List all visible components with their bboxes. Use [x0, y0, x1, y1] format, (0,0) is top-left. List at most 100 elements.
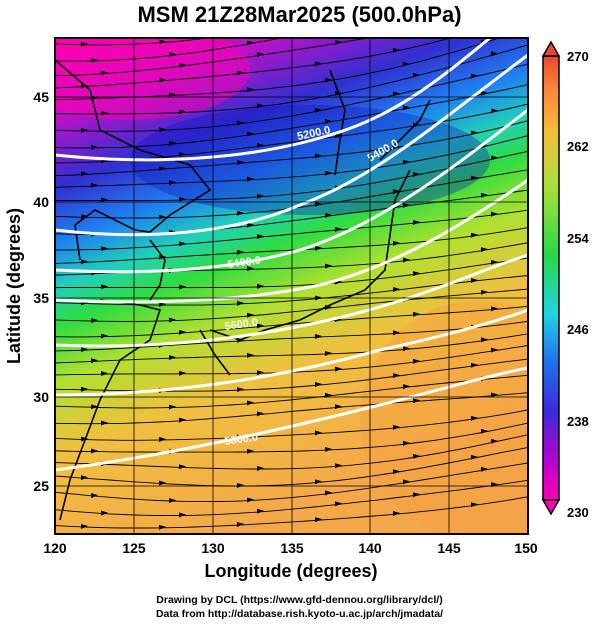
wind-arrow	[179, 284, 186, 290]
wind-arrow	[471, 28, 478, 33]
streamline	[55, 120, 528, 177]
wind-arrow	[491, 5, 498, 10]
wind-arrow	[481, 428, 488, 434]
wind-arrow	[81, 128, 88, 134]
wind-arrow	[159, 39, 166, 45]
wind-arrow	[403, 202, 410, 208]
wind-arrow	[169, 180, 176, 186]
wind-arrow	[403, 479, 410, 485]
wind-arrow	[481, 466, 488, 472]
wind-arrow	[237, 160, 244, 166]
wind-arrow	[81, 41, 88, 47]
wind-arrow	[481, 247, 488, 253]
contour-label: 5600.0	[224, 316, 259, 333]
streamline	[55, 446, 528, 487]
y-axis-title: Latitude (degrees)	[4, 208, 24, 364]
map-title: MSM 21Z28Mar2025 (500.0hPa)	[137, 2, 462, 27]
wind-arrow	[247, 131, 254, 137]
wind-arrow	[335, 463, 342, 469]
colorbar-upper-extend	[541, 40, 561, 57]
wind-arrow	[247, 353, 254, 359]
wind-arrow	[393, 240, 400, 246]
wind-arrow	[237, 387, 244, 393]
x-axis: 120 125 130 135 140 145 150 Longitude (d…	[43, 540, 538, 581]
wind-arrow	[403, 159, 410, 165]
streamline	[55, 409, 528, 441]
wind-arrow	[179, 62, 186, 68]
wind-arrow	[315, 107, 322, 113]
height-contours	[55, 38, 528, 472]
wind-arrow	[403, 105, 410, 111]
wind-arrow	[325, 350, 332, 356]
wind-arrow	[335, 39, 342, 45]
wind-arrow	[315, 245, 322, 251]
colorbar-tick: 254	[567, 231, 589, 246]
wind-arrow	[325, 170, 332, 176]
streamline	[55, 44, 528, 115]
wind-arrow	[315, 61, 322, 67]
streamline	[55, 38, 283, 62]
wind-arrow	[413, 398, 420, 404]
wind-arrow	[491, 259, 498, 265]
wind-arrow	[101, 70, 108, 76]
wind-arrow	[325, 119, 332, 125]
wind-arrow	[179, 241, 186, 247]
wind-arrow	[315, 430, 322, 436]
x-tick-label: 135	[280, 540, 304, 556]
wind-arrow	[325, 392, 332, 398]
wind-arrow	[403, 257, 410, 263]
x-tick-label: 150	[514, 540, 538, 556]
wind-arrow	[81, 347, 88, 353]
wind-arrow	[393, 424, 400, 430]
wind-arrow	[257, 234, 264, 240]
streamline	[55, 320, 528, 352]
wind-arrow	[403, 384, 410, 390]
streamline	[55, 358, 528, 392]
colorbar-tick: 230	[567, 505, 589, 520]
wind-arrow	[413, 72, 420, 78]
wind-arrow	[159, 166, 166, 172]
wind-arrow	[91, 358, 98, 364]
wind-arrow	[315, 153, 322, 159]
wind-arrow	[81, 259, 88, 265]
wind-arrow	[325, 25, 332, 30]
wind-arrow	[159, 127, 166, 133]
wind-arrow	[481, 337, 488, 343]
x-tick-label: 130	[201, 540, 225, 556]
wind-arrow	[403, 8, 410, 13]
wind-arrow	[159, 480, 166, 486]
contour-label: 5800.0	[224, 431, 259, 448]
wind-arrow	[257, 103, 264, 109]
streamline	[55, 496, 528, 529]
x-axis-title: Longitude (degrees)	[204, 561, 377, 581]
wind-arrow	[257, 283, 264, 289]
wind-arrow	[325, 446, 332, 452]
wind-arrow	[335, 404, 342, 410]
streamline	[55, 84, 528, 149]
colorbar: 270 262 254 246 238 230	[541, 40, 589, 520]
wind-arrow	[393, 511, 400, 517]
streamline	[55, 333, 528, 364]
wind-arrow	[81, 475, 88, 481]
wind-arrow	[179, 152, 186, 158]
wind-arrow	[325, 263, 332, 269]
wind-arrow	[247, 176, 254, 182]
wind-arrow	[471, 454, 478, 460]
wind-arrow	[325, 490, 332, 496]
wind-arrow	[101, 510, 108, 516]
wind-arrow	[403, 440, 410, 446]
wind-arrow	[471, 73, 478, 79]
streamline	[55, 374, 528, 409]
streamline	[55, 392, 528, 425]
wind-arrow	[491, 108, 498, 114]
wind-arrow	[315, 14, 322, 19]
wind-arrow	[179, 329, 186, 335]
wind-arrow	[491, 211, 498, 217]
wind-arrow	[393, 91, 400, 97]
wind-arrow	[471, 502, 478, 508]
x-tick-label: 125	[122, 540, 146, 556]
wind-arrow	[237, 483, 244, 489]
wind-arrow	[237, 300, 244, 306]
x-tick-label: 140	[358, 540, 382, 556]
